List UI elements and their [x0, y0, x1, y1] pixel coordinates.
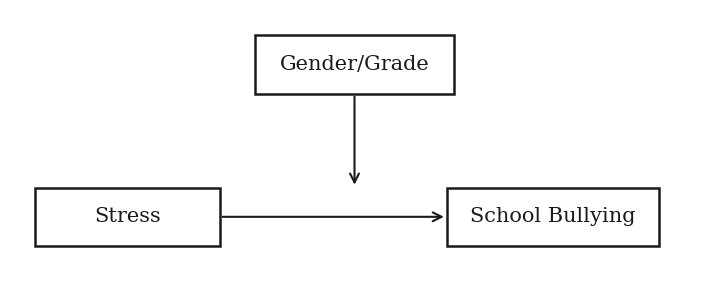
Text: Stress: Stress [94, 207, 161, 226]
Text: School Bullying: School Bullying [470, 207, 636, 226]
Bar [35, 188, 220, 246]
Text: Gender/Grade: Gender/Grade [279, 55, 430, 74]
Bar [255, 35, 454, 94]
Bar [447, 188, 659, 246]
